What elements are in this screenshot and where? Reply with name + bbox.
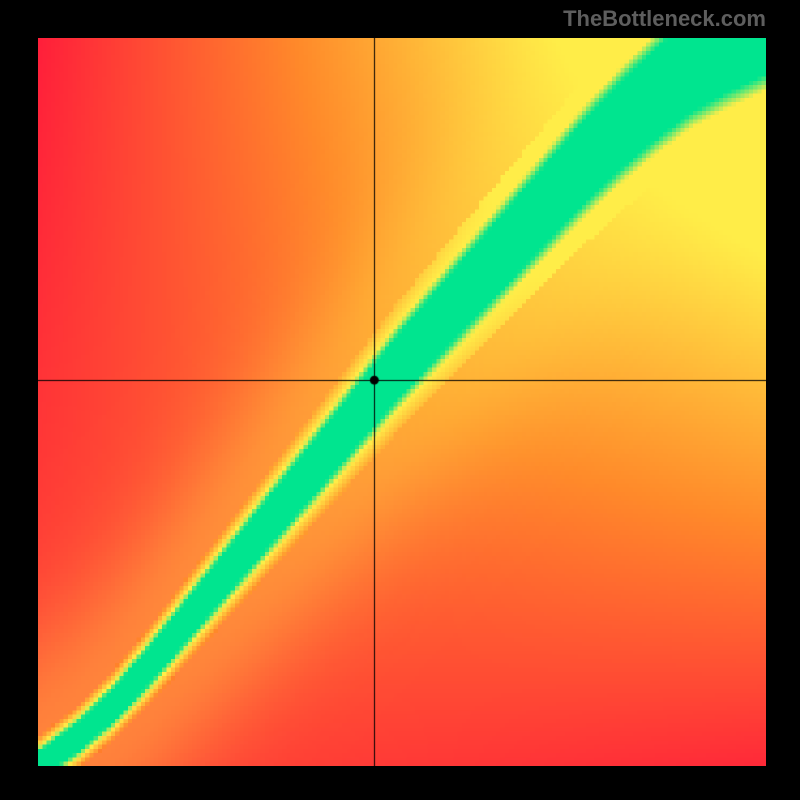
watermark-text: TheBottleneck.com (563, 6, 766, 32)
bottleneck-heatmap (38, 38, 766, 766)
chart-container: TheBottleneck.com (0, 0, 800, 800)
